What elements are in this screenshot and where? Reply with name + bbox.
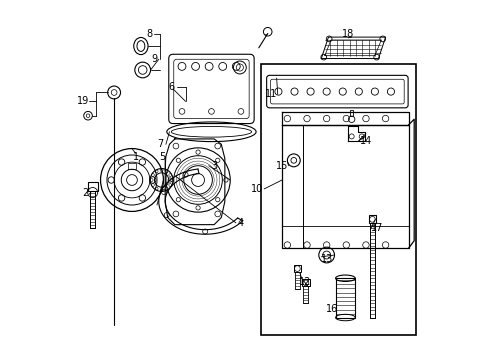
Text: 4: 4 — [237, 218, 243, 228]
Text: 18: 18 — [341, 28, 353, 39]
Text: 11: 11 — [264, 89, 277, 99]
Text: 9: 9 — [151, 54, 157, 64]
Bar — [335, 278, 354, 318]
Text: 19: 19 — [77, 96, 89, 107]
Text: 6: 6 — [168, 82, 174, 92]
Bar — [87, 182, 98, 191]
Text: 12: 12 — [299, 277, 311, 287]
Text: 14: 14 — [359, 136, 371, 146]
Bar — [368, 215, 375, 223]
Text: 16: 16 — [325, 303, 338, 314]
Bar — [293, 265, 300, 272]
Bar — [260, 64, 415, 336]
Text: 5: 5 — [159, 152, 165, 162]
Text: 10: 10 — [250, 184, 263, 194]
Bar — [302, 279, 309, 286]
Text: 8: 8 — [146, 28, 153, 39]
Bar — [349, 110, 352, 116]
Text: 15: 15 — [275, 161, 287, 171]
Text: 7: 7 — [157, 139, 163, 149]
Text: 1: 1 — [132, 152, 138, 162]
Text: 17: 17 — [370, 223, 382, 233]
Text: 2: 2 — [82, 188, 88, 198]
Text: 13: 13 — [320, 253, 332, 264]
Text: 3: 3 — [211, 161, 217, 171]
